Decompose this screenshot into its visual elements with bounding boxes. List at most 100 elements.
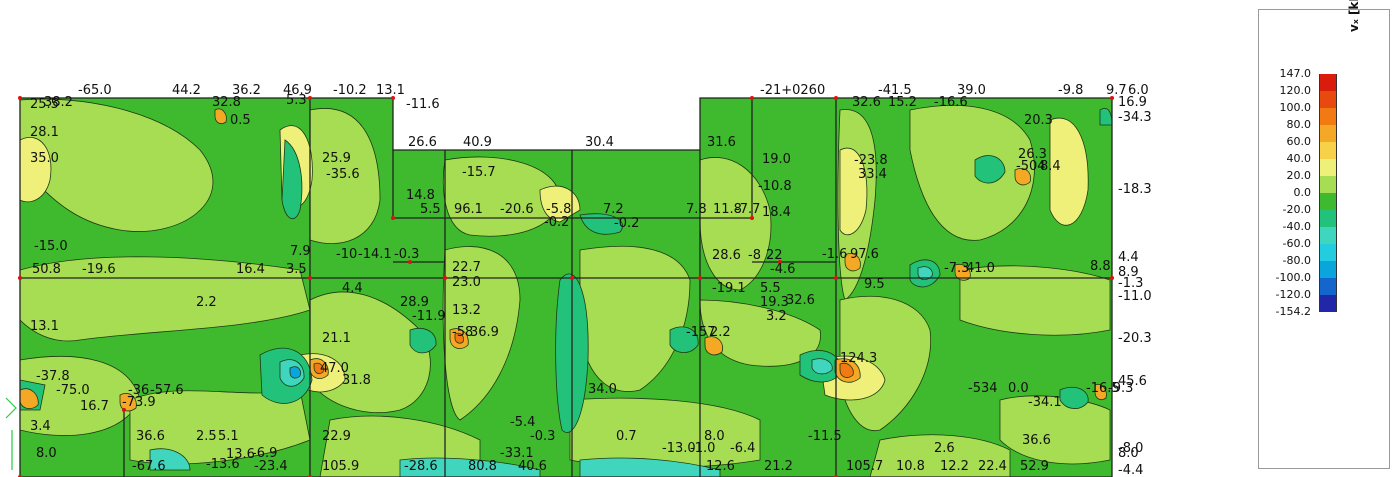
value-label: 97.6 bbox=[850, 247, 879, 262]
value-label: -37.8 bbox=[36, 369, 70, 384]
value-label: -0.2 bbox=[544, 215, 569, 230]
legend-swatch bbox=[1319, 278, 1337, 295]
value-label: 80.8 bbox=[468, 459, 497, 474]
legend-label: 0.0 bbox=[1293, 186, 1312, 199]
value-label: -13.0 bbox=[662, 441, 696, 456]
value-label: 7.9 bbox=[290, 244, 311, 259]
value-label: 39.0 bbox=[957, 83, 986, 98]
value-label: 46.9 bbox=[283, 83, 312, 98]
value-label: 12.6 bbox=[706, 459, 735, 474]
value-label: 28.9 bbox=[400, 295, 429, 310]
value-label: 21.2 bbox=[764, 459, 793, 474]
value-label: 32.6 bbox=[786, 293, 815, 308]
value-label: -1.6 bbox=[822, 247, 847, 262]
value-label: -8 bbox=[748, 248, 761, 263]
legend-label: 40.0 bbox=[1286, 152, 1312, 165]
value-label: 12.2 bbox=[940, 459, 969, 474]
value-label: -23.4 bbox=[254, 459, 288, 474]
value-label: 22.7 bbox=[452, 260, 481, 275]
value-label: 9.5 bbox=[864, 277, 885, 292]
value-label: 4.4 bbox=[1118, 250, 1139, 265]
value-label: 0.5 bbox=[230, 113, 251, 128]
value-label: 11.8 bbox=[713, 202, 742, 217]
value-label: -16.6 bbox=[934, 95, 968, 110]
value-label: -0.3 bbox=[530, 429, 555, 444]
value-label: -0.3 bbox=[394, 247, 419, 262]
value-label: 8.4 bbox=[1040, 159, 1061, 174]
value-label: 20.3 bbox=[1024, 113, 1053, 128]
value-label: 16.7 bbox=[80, 399, 109, 414]
legend-label: -154.2 bbox=[1275, 305, 1311, 318]
value-label: 26.3 bbox=[1018, 147, 1047, 162]
value-label: 9.7 bbox=[1106, 83, 1127, 98]
value-label: -534 bbox=[968, 381, 998, 396]
value-label: 13.1 bbox=[30, 319, 59, 334]
value-label: -1.3 bbox=[1118, 276, 1143, 291]
value-label: 5.5 bbox=[760, 281, 781, 296]
value-label: -57.6 bbox=[150, 383, 184, 398]
value-label: 2.6 bbox=[934, 441, 955, 456]
top-edge-labels: -65.0 44.2 36.2 46.9 -10.2 13.1 26.6 40.9 30.4 31… bbox=[78, 83, 1149, 150]
legend-swatch bbox=[1319, 227, 1337, 244]
value-label: 16.9 bbox=[1118, 95, 1147, 110]
value-label: 0.0 bbox=[1008, 381, 1029, 396]
legend-label: -80.0 bbox=[1282, 254, 1311, 267]
legend-label: -120.0 bbox=[1275, 288, 1311, 301]
legend-swatch bbox=[1319, 125, 1337, 142]
value-label: -21+0260 bbox=[760, 83, 825, 98]
legend-swatch bbox=[1319, 261, 1337, 278]
value-label: -0.2 bbox=[614, 216, 639, 231]
value-label: -7.3 bbox=[944, 261, 969, 276]
value-label: 41.0 bbox=[966, 261, 995, 276]
value-label: 18.4 bbox=[762, 205, 791, 220]
value-label: 32.8 bbox=[212, 95, 241, 110]
value-label: -28.6 bbox=[404, 459, 438, 474]
value-label: 33.4 bbox=[858, 167, 887, 182]
legend-swatch bbox=[1319, 193, 1337, 210]
value-label: -13.6 bbox=[206, 457, 240, 472]
value-label: -6.4 bbox=[730, 441, 755, 456]
value-label: -19.6 bbox=[82, 262, 116, 277]
value-label: 15.2 bbox=[888, 95, 917, 110]
value-label: 36.9 bbox=[470, 325, 499, 340]
value-label: -5.4 bbox=[510, 415, 535, 430]
legend-label: 20.0 bbox=[1286, 169, 1312, 182]
value-label: 13.2 bbox=[452, 303, 481, 318]
value-label: -15.0 bbox=[34, 239, 68, 254]
value-label: 52.9 bbox=[1020, 459, 1049, 474]
value-label: 3.5 bbox=[286, 262, 307, 277]
value-label: 7.8 bbox=[686, 202, 707, 217]
value-label: -34.1 bbox=[1028, 395, 1062, 410]
value-label: 8.8 bbox=[1090, 259, 1111, 274]
legend-label: 147.0 bbox=[1279, 67, 1312, 80]
value-label: 105.9 bbox=[322, 459, 359, 474]
legend-title: vₓ [kN/m] bbox=[1347, 0, 1361, 32]
value-label: -34.3 bbox=[1118, 110, 1152, 125]
value-label: -58 bbox=[452, 325, 473, 340]
value-label: -23.8 bbox=[854, 153, 888, 168]
value-label: 31.6 bbox=[707, 135, 736, 150]
value-label: 5.3 bbox=[286, 93, 307, 108]
value-label: 6.0 bbox=[1128, 83, 1149, 98]
value-label: 25.5 bbox=[30, 97, 59, 112]
value-label: -10 bbox=[336, 247, 357, 262]
value-label: -5.8 bbox=[546, 202, 571, 217]
value-label: 36.6 bbox=[1022, 433, 1051, 448]
legend-swatch bbox=[1319, 176, 1337, 193]
value-label: 2.5 bbox=[196, 429, 217, 444]
value-label: 124.3 bbox=[840, 351, 877, 366]
value-label: 28.6 bbox=[712, 248, 741, 263]
value-label: 35.0 bbox=[30, 151, 59, 166]
value-label: -67.6 bbox=[132, 459, 166, 474]
value-label: -4.6 bbox=[770, 262, 795, 277]
value-label: -73.9 bbox=[122, 395, 156, 410]
support-nodes bbox=[18, 96, 1114, 477]
value-label: 4.4 bbox=[342, 281, 363, 296]
value-label: 96.1 bbox=[454, 202, 483, 217]
value-label: 3.4 bbox=[30, 419, 51, 434]
value-label: 50.8 bbox=[32, 262, 61, 277]
value-label: 2.2 bbox=[196, 295, 217, 310]
value-label: -11.5 bbox=[808, 429, 842, 444]
value-label: 31.8 bbox=[342, 373, 371, 388]
